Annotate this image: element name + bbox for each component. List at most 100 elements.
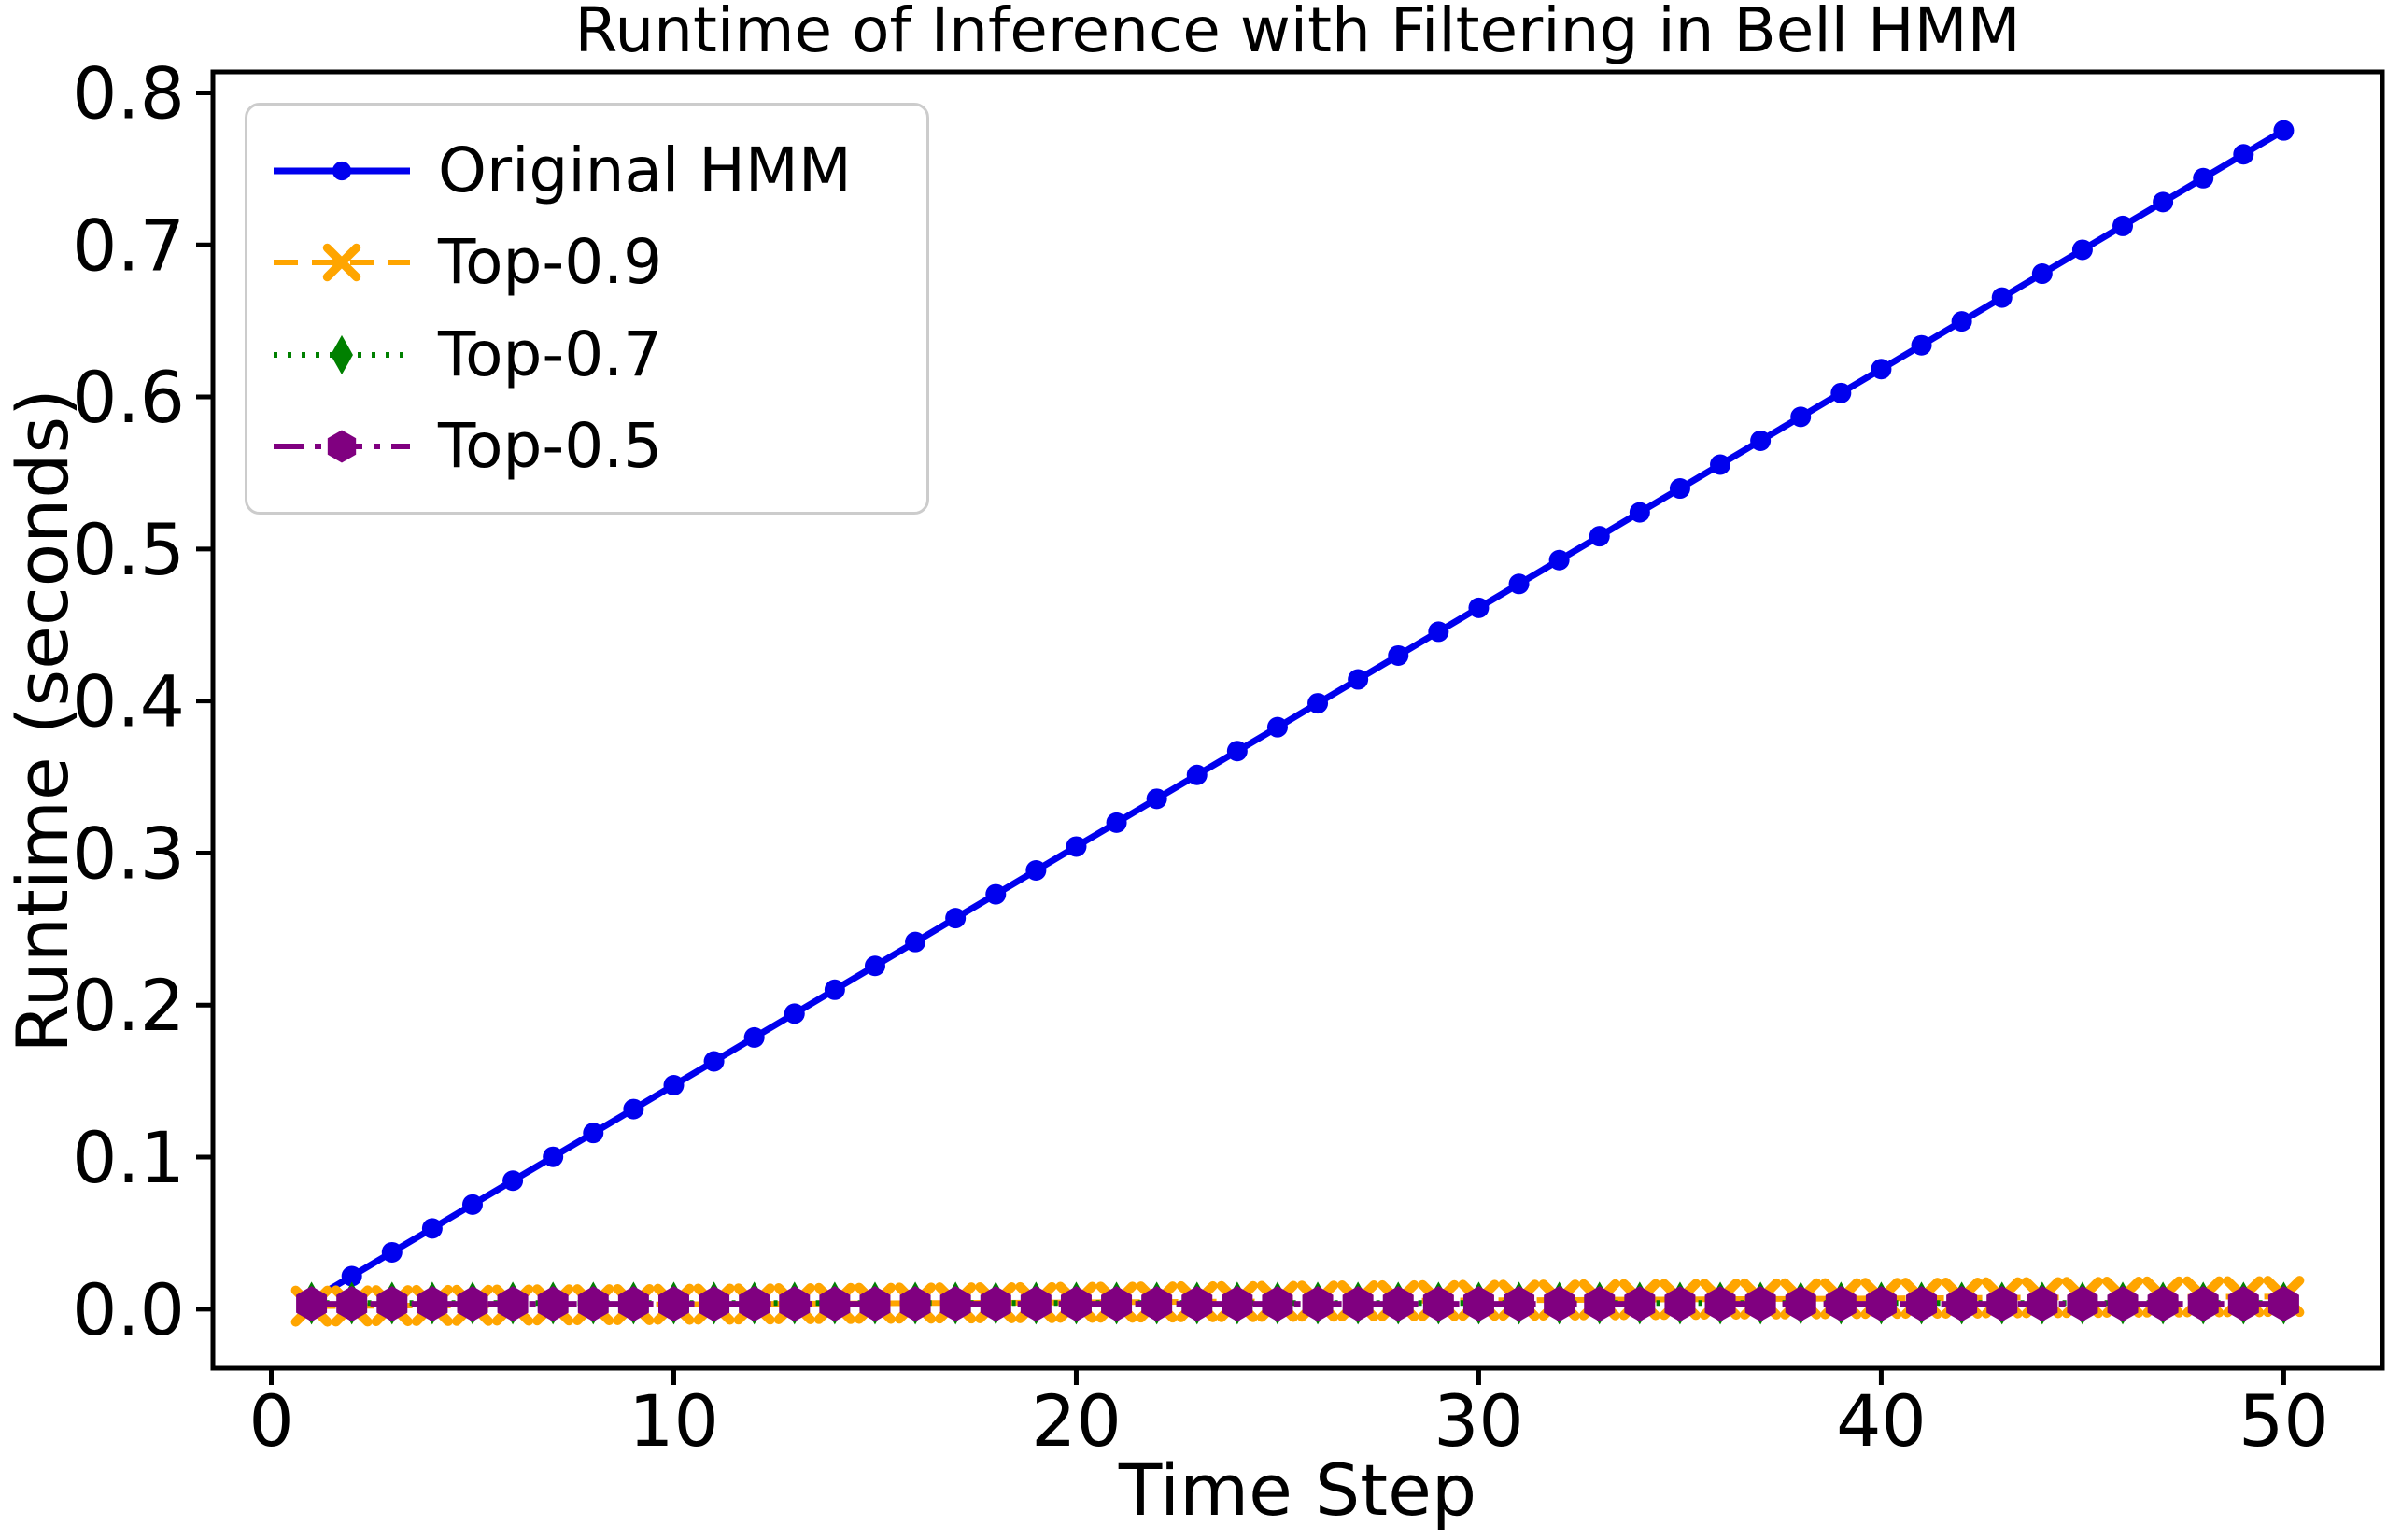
legend-item-top-0-7: Top-0.7: [272, 318, 926, 390]
marker: [2267, 1286, 2299, 1322]
marker: [1141, 1286, 1173, 1322]
marker: [623, 1098, 644, 1120]
marker: [543, 1146, 564, 1167]
marker: [296, 1286, 328, 1322]
marker: [663, 1075, 685, 1096]
marker: [2031, 263, 2053, 285]
marker: [417, 1286, 448, 1322]
marker: [331, 334, 353, 374]
marker: [336, 1286, 368, 1322]
marker: [1025, 860, 1047, 882]
marker: [1871, 359, 1892, 380]
marker: [1222, 1286, 1253, 1322]
marker: [421, 1218, 443, 1239]
chart-title: Runtime of Inference with Filtering in B…: [574, 0, 2021, 66]
marker: [1704, 1286, 1736, 1322]
marker: [1790, 406, 1812, 428]
marker: [1186, 764, 1208, 785]
marker: [1428, 621, 1449, 643]
marker: [1986, 1286, 2018, 1322]
marker: [1348, 669, 1369, 690]
legend-item-top-0-5: Top-0.5: [272, 416, 926, 477]
series-original-hmm: [301, 120, 2295, 1311]
y-tick-label: 0.0: [72, 1268, 185, 1351]
marker: [2071, 239, 2093, 261]
marker: [1382, 1286, 1414, 1322]
marker: [1504, 1286, 1535, 1322]
marker: [583, 1123, 604, 1144]
y-tick-label: 0.7: [72, 204, 185, 287]
marker: [537, 1286, 569, 1322]
legend-item-label: Top-0.7: [438, 318, 663, 390]
marker: [1342, 1286, 1374, 1322]
marker: [905, 931, 926, 953]
marker: [617, 1286, 649, 1322]
marker: [1710, 454, 1731, 475]
marker: [1589, 526, 1610, 547]
marker: [985, 883, 1007, 905]
marker: [1060, 1286, 1092, 1322]
y-tick-label: 0.3: [72, 812, 185, 895]
marker: [899, 1286, 931, 1322]
marker: [980, 1286, 1011, 1322]
marker: [1629, 502, 1650, 523]
marker: [1462, 1286, 1494, 1322]
marker: [1825, 1286, 1857, 1322]
marker: [1468, 597, 1490, 618]
marker: [819, 1286, 851, 1322]
x-tick-label: 40: [1836, 1379, 1927, 1462]
marker: [2187, 1286, 2219, 1322]
marker: [784, 1003, 805, 1024]
axes-frame: [210, 69, 2385, 1371]
marker: [2027, 1286, 2058, 1322]
legend-sample-icon: [274, 430, 410, 463]
x-tick-label: 0: [248, 1379, 293, 1462]
marker: [2067, 1286, 2098, 1322]
marker: [502, 1170, 524, 1192]
marker: [497, 1286, 529, 1322]
marker: [332, 161, 352, 180]
marker: [1951, 311, 1972, 332]
x-axis-label: Time Step: [1118, 1448, 1477, 1532]
marker: [945, 908, 967, 929]
marker: [1307, 693, 1329, 714]
marker: [1830, 382, 1852, 403]
marker: [1262, 1286, 1293, 1322]
x-tick-label: 20: [1031, 1379, 1122, 1462]
marker: [1906, 1286, 1938, 1322]
x-tick-label: 50: [2239, 1379, 2329, 1462]
y-axis-label: Runtime (seconds): [1, 389, 84, 1053]
marker: [1422, 1286, 1454, 1322]
marker: [2112, 215, 2134, 236]
legend-item-top-0-9: Top-0.9: [272, 232, 926, 293]
marker: [743, 1026, 765, 1048]
marker: [1066, 836, 1087, 857]
marker: [327, 430, 357, 463]
marker: [1101, 1286, 1133, 1322]
marker: [376, 1286, 408, 1322]
marker: [1266, 716, 1288, 738]
legend-item-original-hmm: Original HMM: [272, 139, 926, 202]
marker: [1669, 478, 1690, 500]
marker: [1548, 549, 1570, 571]
marker: [1226, 741, 1248, 762]
y-tick-label: 0.6: [72, 356, 185, 439]
marker: [703, 1051, 725, 1072]
marker: [1785, 1286, 1816, 1322]
marker: [341, 1265, 362, 1287]
legend-sample-icon: [274, 161, 410, 180]
y-tick-label: 0.2: [72, 964, 185, 1047]
y-tick-label: 0.4: [72, 660, 185, 743]
series-top-0-5: [296, 1286, 2299, 1322]
marker: [699, 1286, 730, 1322]
marker: [1664, 1286, 1696, 1322]
marker: [2147, 1286, 2179, 1322]
marker: [1865, 1286, 1897, 1322]
marker: [2193, 167, 2214, 189]
marker: [577, 1286, 609, 1322]
marker: [1624, 1286, 1656, 1322]
marker: [2107, 1286, 2139, 1322]
marker: [1911, 334, 1932, 356]
legend-sample-icon: [274, 334, 410, 374]
